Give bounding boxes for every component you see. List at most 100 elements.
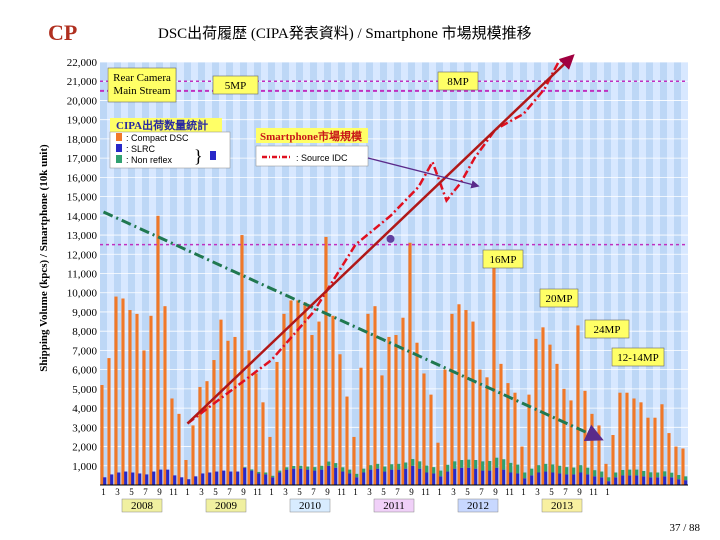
bar-nonreflex: [306, 466, 310, 470]
bar-slr: [320, 469, 324, 485]
bar-nonreflex: [285, 467, 289, 470]
bar-compact: [429, 394, 433, 485]
bar-nonreflex: [341, 467, 345, 472]
bar-compact: [492, 263, 496, 485]
bar-compact: [604, 463, 608, 485]
bar-compact: [317, 321, 321, 485]
x-tick-label: 11: [421, 487, 430, 497]
year-box: [121, 498, 163, 513]
x-tick-label: 3: [283, 487, 288, 497]
bar-slr: [544, 471, 548, 485]
mp24-label-box: [584, 319, 630, 339]
bar-nonreflex: [313, 467, 317, 471]
legend-title: CIPA出荷数量統計: [116, 118, 208, 132]
bar-slr: [502, 469, 506, 485]
bar-nonreflex: [390, 464, 394, 470]
x-tick-label: 11: [169, 487, 178, 497]
bar-compact: [163, 306, 167, 485]
bar-compact: [394, 335, 398, 485]
bar-compact: [240, 235, 244, 485]
y-tick-label: 4,000: [72, 403, 97, 415]
bar-nonreflex: [502, 459, 506, 470]
bar-slr: [516, 473, 520, 485]
y-tick-label: 17,000: [67, 153, 98, 165]
bar-compact: [352, 436, 356, 485]
bar-compact: [555, 363, 559, 485]
bar-compact: [681, 448, 685, 485]
x-tick-label: 1: [185, 487, 190, 497]
bar-compact: [205, 381, 209, 485]
bar-compact: [345, 396, 349, 485]
bar-nonreflex: [397, 463, 401, 470]
bar-nonreflex: [537, 465, 541, 473]
bar-nonreflex: [334, 463, 338, 468]
x-tick-label: 5: [297, 487, 302, 497]
bar-slr: [180, 477, 184, 485]
smartphone-trend-arrow: [186, 54, 575, 425]
bar-slr: [285, 469, 289, 485]
bar-nonreflex: [383, 466, 387, 472]
bar-nonreflex: [271, 475, 275, 478]
x-tick-label: 9: [325, 487, 330, 497]
y-tick-label: 6,000: [72, 365, 97, 377]
bar-slr: [271, 477, 275, 485]
bar-slr: [607, 481, 611, 485]
bar-slr: [593, 476, 597, 485]
bar-compact: [254, 373, 258, 485]
bar-compact: [534, 338, 538, 485]
x-tick-label: 5: [381, 487, 386, 497]
bar-nonreflex: [572, 467, 576, 475]
bar-compact: [366, 313, 370, 485]
bar-slr: [635, 475, 639, 485]
bar-nonreflex: [481, 461, 485, 471]
y-tick-label: 2,000: [72, 442, 97, 454]
bar-compact: [527, 394, 531, 485]
mp5-label-box: [212, 75, 259, 95]
bar-slr: [663, 476, 667, 485]
bar-compact: [506, 383, 510, 485]
legend-label-slr: : SLRC: [126, 144, 156, 154]
bar-slr: [642, 476, 646, 485]
bar-slr: [446, 471, 450, 485]
x-tick-label: 1: [101, 487, 106, 497]
bar-slr: [327, 465, 331, 485]
bar-nonreflex: [663, 471, 667, 477]
bar-compact: [485, 377, 489, 485]
mp20-label: 20MP: [546, 293, 573, 305]
bar-nonreflex: [250, 469, 254, 471]
bar-slr: [215, 471, 219, 485]
y-tick-label: 19,000: [67, 115, 98, 127]
bar-compact: [513, 392, 517, 485]
x-tick-label: 1: [353, 487, 358, 497]
mp16-label-box: [482, 249, 524, 269]
bar-compact: [107, 358, 111, 485]
bar-slr: [250, 470, 254, 485]
bar-nonreflex: [649, 472, 653, 478]
legend-brace: }: [194, 146, 203, 166]
bar-slr: [348, 473, 352, 485]
bar-slr: [425, 472, 429, 485]
bar-compact: [667, 433, 671, 485]
bar-slr: [404, 468, 408, 485]
bar-slr: [551, 472, 555, 485]
bar-nonreflex: [411, 459, 415, 466]
bar-nonreflex: [642, 470, 646, 477]
legend-swatch-compact: [116, 133, 122, 141]
page-title: DSC出荷履歴 (CIPA発表資料) / Smartphone 市場規模推移: [158, 26, 532, 42]
bar-nonreflex: [425, 465, 429, 473]
bar-nonreflex: [558, 465, 562, 474]
bar-compact: [380, 375, 384, 485]
bar-nonreflex: [600, 471, 604, 478]
legend-title-box: [110, 118, 222, 132]
x-tick-label: 3: [451, 487, 456, 497]
bar-compact: [625, 392, 629, 485]
bar-nonreflex: [320, 465, 324, 470]
x-tick-label: 1: [437, 487, 442, 497]
bar-compact: [198, 386, 202, 485]
x-tick-label: 11: [505, 487, 514, 497]
bar-slr: [236, 471, 240, 485]
page-number: 37 / 88: [669, 522, 700, 534]
mp5-label: 5MP: [225, 80, 246, 92]
legend-box: [109, 131, 231, 169]
bar-nonreflex: [474, 460, 478, 469]
